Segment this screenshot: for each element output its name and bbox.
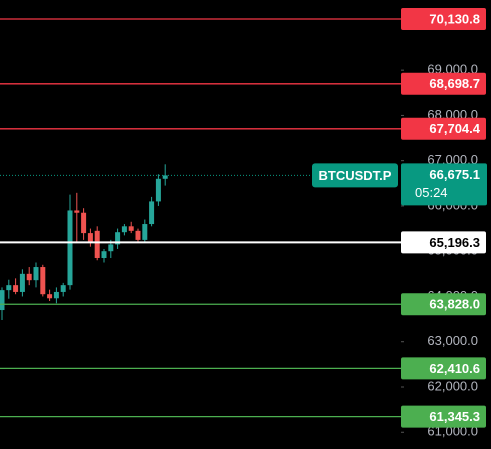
price-label-box [401,293,486,316]
y-tick-label: 63,000.0 [427,333,478,348]
candle-body [26,273,32,281]
symbol-label: BTCUSDT.P [319,168,392,183]
current-price-box [401,163,487,206]
price-label-box [401,405,486,428]
candle-body [87,233,93,243]
candle-body [6,285,12,291]
candle-body [67,210,73,286]
price-label: 61,345.3 [429,409,480,424]
candle-body [142,224,148,240]
candle-body [81,212,87,234]
price-label: 70,130.8 [429,11,480,26]
candle-body [149,201,155,225]
candle-body [128,226,134,231]
y-tick-label: 67,000.0 [427,152,478,167]
candle-body [101,251,107,258]
candle-body [115,232,121,245]
candle-body [74,210,80,213]
candle-body [40,267,46,295]
candle-body [47,294,53,299]
price-label-box [401,357,486,380]
candle-body [162,175,168,179]
price-label: 65,196.3 [429,235,480,250]
candle-body [94,230,100,258]
candle-body [121,226,127,233]
price-label: 62,410.6 [429,361,480,376]
symbol-box [312,163,398,188]
candle-body [13,285,19,292]
candle-body [135,230,141,240]
price-label-box [401,7,486,30]
price-label: 67,704.4 [429,121,480,136]
candle-body [155,178,161,202]
candle-body [60,285,66,292]
price-label-box [401,72,486,95]
current-price-label: 66,675.1 [429,167,480,182]
candle-body [108,244,114,252]
countdown-label: 05:24 [415,185,448,200]
price-label: 63,828.0 [429,297,480,312]
candle-body [19,273,25,292]
candle-body [53,291,59,299]
price-label-box [401,231,486,254]
y-tick-label: 62,000.0 [427,378,478,393]
candle-body [33,267,39,281]
price-label: 68,698.7 [429,76,480,91]
price-label-box [401,117,486,140]
candle-body [0,290,5,311]
